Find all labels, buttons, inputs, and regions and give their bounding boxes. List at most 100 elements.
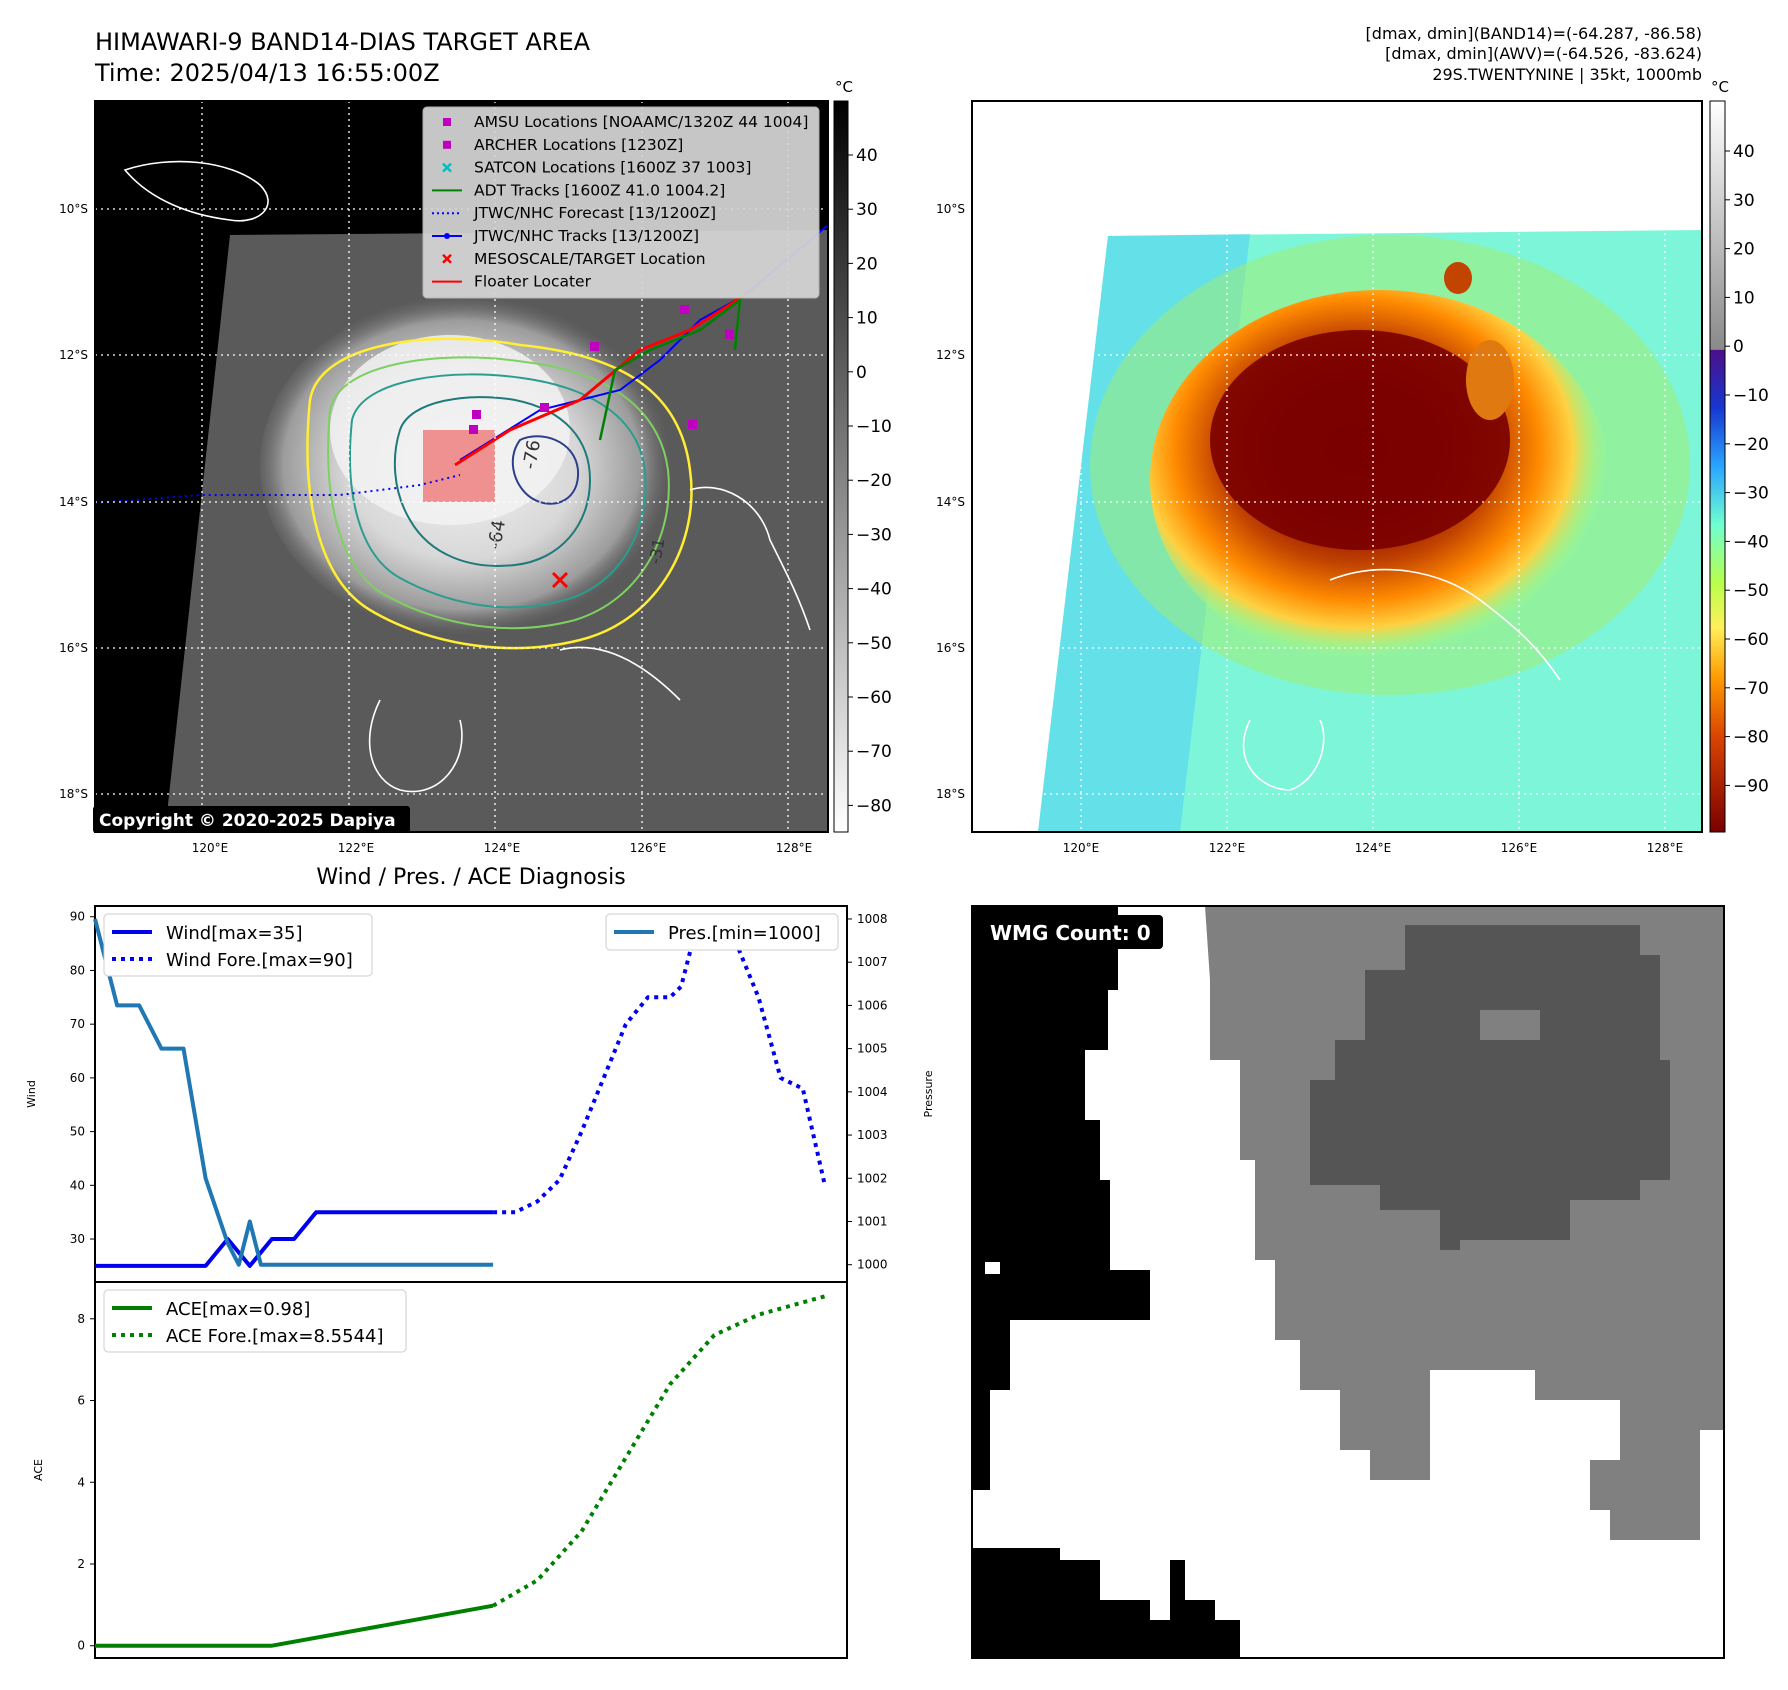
wind-axis-label: Wind (25, 1080, 38, 1108)
lat-label: 18°S (59, 787, 88, 801)
colorbar-tick-label: −50 (1733, 581, 1769, 601)
pressure-legend-box (605, 913, 839, 951)
color-lon-labels: 120°E 122°E 124°E 126°E 128°E (1063, 841, 1684, 855)
contour-label-64: -64 (484, 518, 510, 551)
colorbar-tick-label: 10 (856, 309, 878, 329)
legend-item: Floater Locater (432, 273, 592, 291)
legend-swatch-x (442, 253, 452, 264)
lat-label: 14°S (59, 495, 88, 509)
adt-track (598, 297, 742, 441)
ace-axis-label: ACE (32, 1459, 45, 1481)
contour-teal (349, 373, 647, 609)
diagnosis-panel: Wind / Pres. / ACE Diagnosis Wind Pressu… (25, 865, 935, 1659)
contour-core (511, 435, 580, 505)
lat-label: 16°S (59, 641, 88, 655)
lat-label: 12°S (59, 348, 88, 362)
colorbar-tick-label: 0 (1733, 337, 1744, 357)
legend-wind-fore-label: Wind Fore.[max=90] (166, 950, 353, 971)
color-coastline (1242, 568, 1561, 791)
gray-colorbar-ticks: 40 30 20 10 0 −10 −20 −30 −40 −50 −60 −70 −80 (848, 146, 892, 816)
wmg-panel: WMG Count: 0 (971, 905, 1725, 1659)
colorbar-tick-label: 10 (1733, 288, 1755, 308)
ace-legend-box (103, 1289, 407, 1353)
lat-label: 18°S (936, 787, 965, 801)
legend-label: ARCHER Locations [1230Z] (474, 136, 683, 154)
y-tick-label: 4 (77, 1475, 85, 1489)
lat-label: 12°S (936, 348, 965, 362)
wmg-black-region-bottom (972, 1548, 1240, 1658)
y-tick-label: 1007 (857, 955, 888, 969)
legend-label: ADT Tracks [1600Z 41.0 1004.2] (474, 181, 725, 199)
wind-legend-box (103, 913, 373, 977)
colorbar-tick-label: −20 (1733, 435, 1769, 455)
legend-item: JTWC/NHC Forecast [13/1200Z] (432, 204, 716, 222)
lon-label: 124°E (1355, 841, 1392, 855)
ace-series-line (95, 1603, 494, 1648)
legend-pres-label: Pres.[min=1000] (668, 923, 821, 944)
y-tick-label: 1000 (857, 1258, 888, 1272)
lon-label: 122°E (338, 841, 375, 855)
gray-lon-labels: 120°E 122°E 124°E 126°E 128°E (192, 841, 813, 855)
legend-item: ARCHER Locations [1230Z] (443, 136, 683, 154)
colorbar-tick-label: −80 (1733, 728, 1769, 748)
wind-legend: Wind[max=35] Wind Fore.[max=90] (103, 913, 373, 977)
legend-ace-label: ACE[max=0.98] (166, 1299, 310, 1320)
colorbar-tick-label: −60 (1733, 630, 1769, 650)
color-gridlines (972, 101, 1702, 832)
ir-color-map-panel: 10°S 12°S 14°S 16°S 18°S 120°E 122°E 124… (936, 78, 1769, 855)
cloud-cell (1444, 262, 1472, 294)
colorbar-tick-label: −40 (1733, 532, 1769, 552)
color-lat-labels: 10°S 12°S 14°S 16°S 18°S (936, 202, 965, 801)
legend-item: AMSU Locations [NOAAMC/1320Z 44 1004] (443, 113, 808, 131)
mesoscale-target-marker (551, 571, 569, 589)
legend-item: ADT Tracks [1600Z 41.0 1004.2] (432, 181, 725, 199)
info-storm: 29S.TWENTYNINE | 35kt, 1000mb (1432, 65, 1702, 84)
y-tick-label: 50 (70, 1125, 85, 1139)
legend-swatch-square (443, 118, 451, 126)
coastline-australia (368, 486, 811, 793)
colorbar-tick-label: 40 (1733, 142, 1755, 162)
contour-label-31: -31 (645, 537, 668, 566)
y-tick-label: 70 (70, 1017, 85, 1031)
legend-swatch-x (442, 162, 452, 173)
wmg-gray-notch (1480, 1010, 1540, 1040)
y-tick-label: 6 (77, 1394, 85, 1408)
colorbar-tick-label: −30 (856, 525, 892, 545)
lat-label: 14°S (936, 495, 965, 509)
y-tick-label: 80 (70, 963, 85, 977)
colorbar-tick-label: 0 (856, 363, 867, 383)
colorbar-tick-label: −50 (856, 634, 892, 654)
y-tick-label: 1001 (857, 1214, 888, 1228)
wmg-frame (971, 905, 1725, 1659)
lon-label: 128°E (776, 841, 813, 855)
legend-item: MESOSCALE/TARGET Location (442, 250, 706, 268)
floater-track (454, 293, 746, 467)
color-map-frame (971, 100, 1703, 833)
info-band14: [dmax, dmin](BAND14)=(-64.287, -86.58) (1366, 24, 1702, 43)
lon-label: 128°E (1647, 841, 1684, 855)
y-tick-label: 1002 (857, 1171, 888, 1185)
colorbar-tick-label: −80 (856, 796, 892, 816)
y-tick-label: 90 (70, 910, 85, 924)
colorbar-tick-label: −10 (856, 417, 892, 437)
y-tick-label: 1006 (857, 998, 888, 1012)
contour-inner (393, 396, 592, 567)
legend-item: JTWC/NHC Tracks [13/1200Z] (432, 227, 699, 245)
y-tick-label: 1003 (857, 1128, 888, 1142)
legend-label: AMSU Locations [NOAAMC/1320Z 44 1004] (474, 113, 808, 131)
lat-label: 10°S (59, 202, 88, 216)
lat-label: 10°S (936, 202, 965, 216)
wmg-count-label: WMG Count: 0 (990, 921, 1151, 945)
color-colorbar (1709, 100, 1726, 833)
amsu-markers (469, 305, 734, 434)
colorbar-tick-label: −70 (1733, 679, 1769, 699)
y-tick-label: 1008 (857, 912, 888, 926)
y-tick-label: 60 (70, 1071, 85, 1085)
ace-legend: ACE[max=0.98] ACE Fore.[max=8.5544] (103, 1289, 407, 1353)
legend-label: JTWC/NHC Tracks [13/1200Z] (473, 227, 699, 245)
contour-label-76: -76 (519, 438, 545, 471)
colorbar-tick-label: 20 (1733, 240, 1755, 260)
lon-label: 120°E (1063, 841, 1100, 855)
legend-item: SATCON Locations [1600Z 37 1003] (442, 159, 751, 177)
wmg-dark-region (1310, 925, 1670, 1250)
